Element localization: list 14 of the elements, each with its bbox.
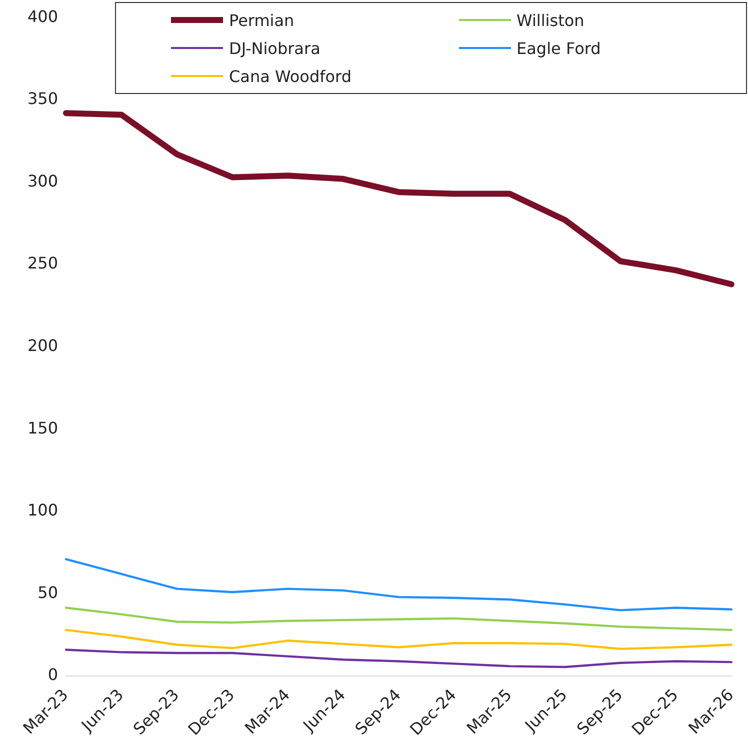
y-tick-label: 0	[48, 665, 58, 684]
y-tick-label: 200	[27, 336, 58, 355]
y-tick-label: 100	[27, 500, 58, 520]
legend-label: Eagle Ford	[516, 38, 602, 60]
y-tick-label: 150	[27, 418, 58, 438]
legend-label: Cana Woodford	[228, 66, 352, 88]
y-tick-label: 300	[27, 171, 58, 190]
y-tick-label: 50	[38, 582, 58, 602]
legend-label: Williston	[516, 10, 586, 32]
y-tick-label: 250	[27, 254, 58, 273]
y-tick-label: 350	[27, 89, 58, 108]
legend-label: DJ-Niobrara	[228, 38, 322, 60]
y-tick-label: 400	[27, 6, 58, 26]
legend-label: Permian	[228, 10, 296, 32]
